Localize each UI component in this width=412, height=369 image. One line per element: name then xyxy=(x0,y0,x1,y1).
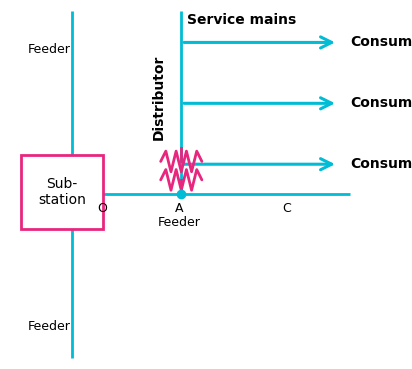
Text: Sub-
station: Sub- station xyxy=(38,177,86,207)
Text: Distributor: Distributor xyxy=(152,55,166,141)
Text: Consumer: Consumer xyxy=(350,157,412,171)
Text: Consumer: Consumer xyxy=(350,96,412,110)
Text: Feeder: Feeder xyxy=(28,320,71,333)
Text: Consumer: Consumer xyxy=(350,35,412,49)
Text: A: A xyxy=(175,202,183,215)
Text: Feeder: Feeder xyxy=(158,216,201,229)
Text: Feeder: Feeder xyxy=(28,43,71,56)
Text: C: C xyxy=(282,202,291,215)
Text: O: O xyxy=(97,202,107,215)
Bar xyxy=(21,155,103,229)
Text: Service mains: Service mains xyxy=(187,13,297,27)
